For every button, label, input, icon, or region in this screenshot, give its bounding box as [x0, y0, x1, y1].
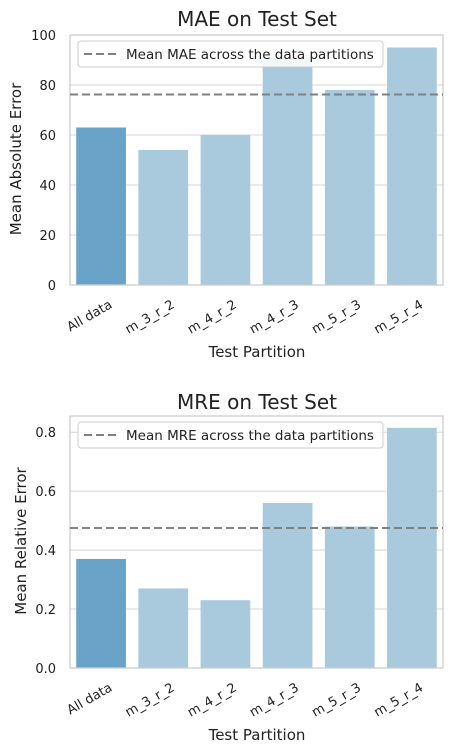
y-tick-label: 20 [39, 229, 56, 244]
x-tick-label: m_3_r_2 [123, 297, 177, 337]
x-tick-label: All data [65, 680, 115, 718]
bar [76, 558, 126, 668]
y-tick-label: 40 [39, 179, 56, 194]
bar [387, 427, 437, 668]
y-tick-label: 100 [31, 29, 56, 44]
y-tick-label: 0.8 [35, 426, 56, 441]
x-tick-label: m_5_r_3 [309, 297, 363, 337]
bar [138, 588, 189, 668]
bar [324, 90, 375, 285]
x-tick-label: m_5_r_4 [372, 297, 426, 337]
x-tick-label: m_5_r_4 [372, 680, 426, 720]
x-tick-label: m_5_r_3 [309, 680, 363, 720]
y-tick-label: 80 [39, 79, 56, 94]
y-axis-label: Mean Absolute Error [7, 82, 25, 235]
x-tick-label: m_4_r_2 [185, 297, 239, 337]
bar [138, 150, 189, 285]
bar [76, 127, 126, 285]
mae-chart: MAE on Test Set Mean Absolute Error Test… [7, 7, 444, 361]
mre-chart: MRE on Test Set Mean Relative Error Test… [12, 390, 444, 744]
y-tick-label: 0.0 [35, 662, 56, 677]
y-tick-label: 0 [48, 279, 56, 294]
x-axis-label: Test Partition [208, 343, 306, 361]
y-tick-label: 0.4 [35, 544, 56, 559]
chart-title: MRE on Test Set [177, 390, 337, 414]
bar [200, 600, 251, 668]
bar [324, 526, 375, 668]
legend-label: Mean MAE across the data partitions [126, 47, 374, 63]
plot-frame [69, 34, 444, 286]
x-tick-label: m_4_r_3 [247, 297, 301, 337]
legend [77, 40, 384, 68]
bar [387, 47, 437, 285]
bar [200, 135, 251, 285]
x-tick-label: m_4_r_3 [247, 680, 301, 720]
bar [262, 502, 313, 668]
y-tick-label: 60 [39, 129, 56, 144]
plot-frame [69, 415, 444, 669]
bar [262, 57, 313, 285]
legend [77, 421, 384, 449]
y-tick-label: 0.2 [35, 603, 56, 618]
x-axis-label: Test Partition [208, 726, 306, 744]
y-tick-label: 0.6 [35, 485, 56, 500]
x-tick-label: m_3_r_2 [123, 680, 177, 720]
x-tick-label: All data [65, 297, 115, 335]
y-axis-label: Mean Relative Error [12, 466, 30, 614]
chart-title: MAE on Test Set [177, 7, 337, 31]
x-tick-label: m_4_r_2 [185, 680, 239, 720]
legend-label: Mean MRE across the data partitions [126, 428, 374, 444]
